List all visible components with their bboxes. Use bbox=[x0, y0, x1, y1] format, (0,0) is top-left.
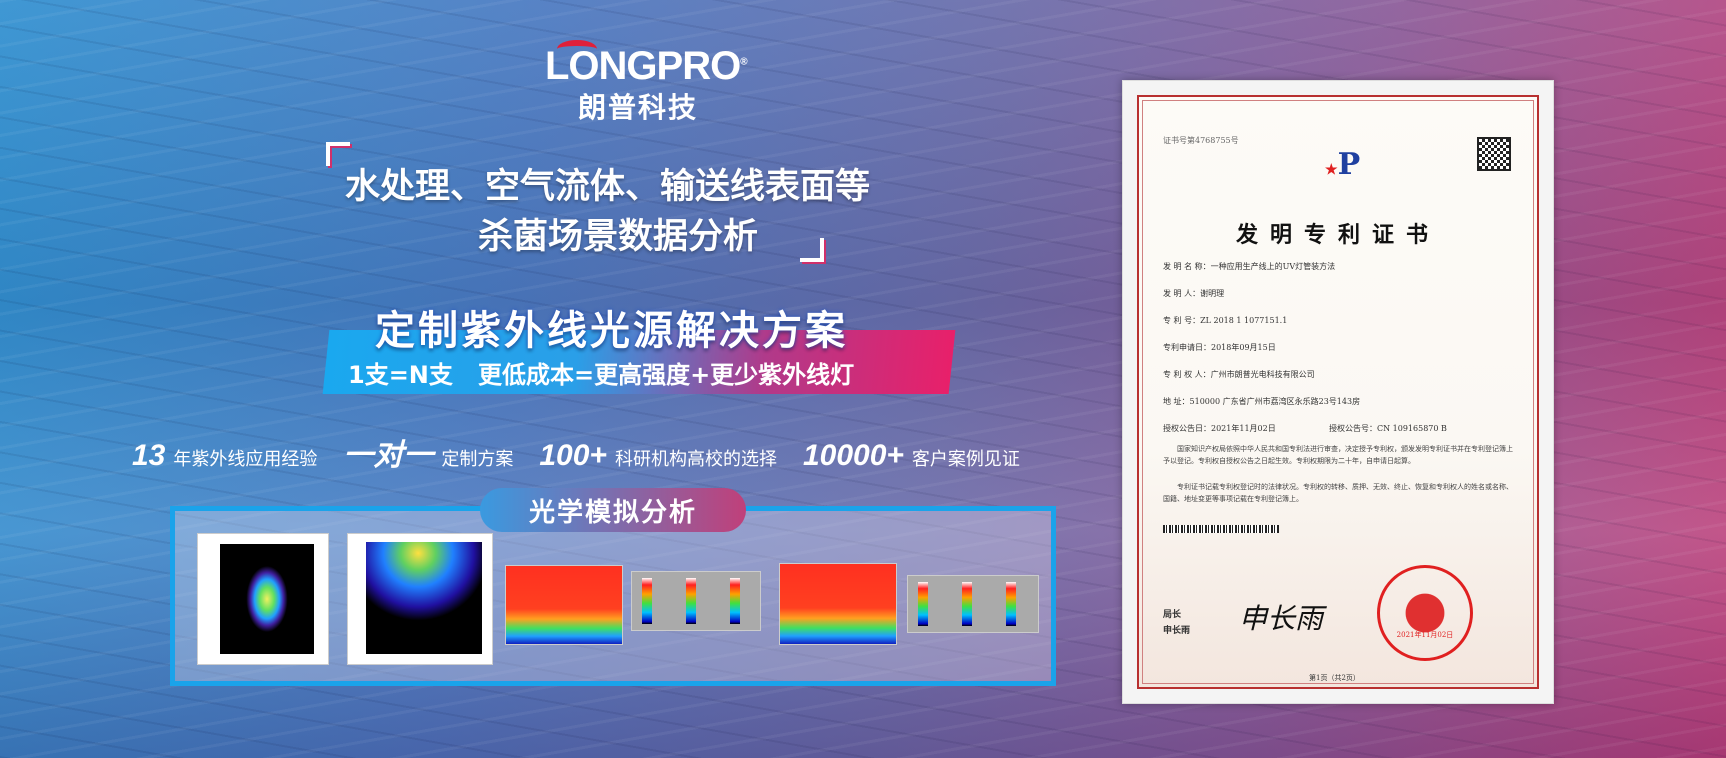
grant-number: 授权公告号：CN 109165870 B bbox=[1329, 424, 1447, 433]
logo: LONGPRO® bbox=[545, 40, 748, 89]
stat-label: 年紫外线应用经验 bbox=[173, 449, 318, 470]
stat-number: 一对一 bbox=[343, 439, 434, 472]
cert-title: 发明专利证书 bbox=[1235, 222, 1440, 248]
patent-certificate: 证书号第4768755号 ★P 发明专利证书 发 明 名 称：一种应用生产线上的… bbox=[1122, 80, 1554, 704]
simulation-image-2 bbox=[347, 533, 493, 665]
cert-field: 专 利 号：ZL 2018 1 1077151.1 bbox=[1163, 316, 1288, 325]
logo-chinese-name: 朗普科技 bbox=[578, 91, 699, 124]
headline-line1: 水处理、空气流体、输送线表面等 bbox=[345, 167, 871, 207]
simulation-image-1 bbox=[197, 533, 329, 665]
signer-title: 局长 bbox=[1163, 610, 1182, 620]
color-scale-legend bbox=[631, 571, 761, 631]
stat-number: 10000+ bbox=[802, 439, 904, 472]
cert-number: 证书号第4768755号 bbox=[1163, 136, 1239, 145]
cert-paragraph: 国家知识产权局依照中华人民共和国专利法进行审查，决定授予专利权，颁发发明专利证书… bbox=[1163, 445, 1513, 465]
simulation-image-4 bbox=[779, 563, 897, 645]
official-seal: 2021年11月02日 bbox=[1377, 565, 1473, 661]
cert-paragraph: 专利证书记载专利权登记时的法律状况。专利权的转移、质押、无效、终止、恢复和专利权… bbox=[1163, 483, 1513, 503]
cert-field: 专利申请日：2018年09月15日 bbox=[1163, 343, 1276, 352]
grant-date: 授权公告日：2021年11月02日 bbox=[1163, 424, 1276, 433]
close-bracket bbox=[800, 238, 824, 262]
barcode bbox=[1163, 525, 1279, 533]
open-bracket bbox=[326, 142, 350, 166]
stats-row: 13 年紫外线应用经验 一对一 定制方案 100+ 科研机构高校的选择 10000+ 客… bbox=[132, 430, 1038, 474]
stat-label: 客户案例见证 bbox=[911, 449, 1020, 470]
simulation-title: 光学模拟分析 bbox=[480, 488, 746, 532]
simulation-image-3 bbox=[505, 565, 623, 645]
stat-label: 定制方案 bbox=[441, 449, 514, 470]
color-scale-legend bbox=[907, 575, 1039, 633]
cert-field: 发 明 人：谢明理 bbox=[1163, 289, 1225, 298]
stat-label: 科研机构高校的选择 bbox=[614, 449, 777, 470]
simulation-panel bbox=[170, 506, 1056, 686]
cert-field: 专 利 权 人：广州市朗普光电科技有限公司 bbox=[1163, 370, 1315, 379]
signer-name: 申长雨 bbox=[1163, 626, 1191, 636]
signature: 申长雨 bbox=[1239, 602, 1324, 635]
headline-line2: 杀菌场景数据分析 bbox=[478, 217, 759, 257]
stat-number: 13 bbox=[132, 439, 166, 472]
qr-code bbox=[1477, 137, 1511, 171]
cert-field: 发 明 名 称：一种应用生产线上的UV灯管装方法 bbox=[1163, 262, 1336, 271]
banner-title: 定制紫外线光源解决方案 bbox=[375, 308, 848, 354]
banner-subtitle: 1支=N支 更低成本=更高强度+更少紫外线灯 bbox=[348, 361, 855, 389]
cert-field: 地 址：510000 广东省广州市荔湾区永乐路23号143房 bbox=[1163, 397, 1361, 406]
cnipa-emblem-icon: ★P bbox=[1325, 147, 1361, 182]
stat-number: 100+ bbox=[539, 439, 607, 472]
page-number: 第1页（共2页） bbox=[1309, 674, 1360, 682]
